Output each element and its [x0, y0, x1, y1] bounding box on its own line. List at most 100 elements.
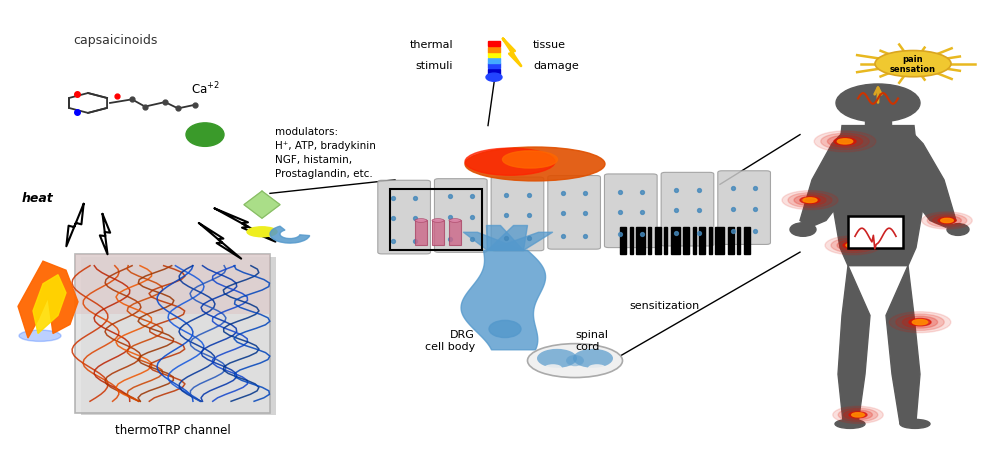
- Ellipse shape: [837, 240, 869, 251]
- Bar: [415, 221, 427, 246]
- Text: capsaicinoids: capsaicinoids: [73, 34, 157, 47]
- Ellipse shape: [247, 227, 277, 237]
- Ellipse shape: [503, 152, 558, 169]
- Bar: [390, 189, 482, 250]
- Ellipse shape: [782, 191, 838, 210]
- FancyBboxPatch shape: [661, 173, 714, 246]
- Polygon shape: [800, 131, 845, 228]
- Ellipse shape: [927, 214, 967, 228]
- Ellipse shape: [486, 74, 502, 82]
- FancyBboxPatch shape: [548, 176, 600, 249]
- Text: pain
sensation: pain sensation: [890, 55, 936, 74]
- Ellipse shape: [875, 51, 951, 78]
- Ellipse shape: [846, 244, 860, 248]
- Polygon shape: [833, 126, 923, 266]
- Circle shape: [836, 85, 920, 123]
- Ellipse shape: [896, 314, 944, 331]
- Ellipse shape: [449, 219, 461, 223]
- Ellipse shape: [834, 138, 856, 146]
- Bar: [488, 42, 500, 47]
- Ellipse shape: [566, 355, 584, 366]
- Bar: [449, 221, 461, 246]
- Ellipse shape: [825, 236, 881, 255]
- Ellipse shape: [843, 243, 863, 249]
- FancyBboxPatch shape: [434, 179, 487, 253]
- Ellipse shape: [432, 219, 444, 223]
- Bar: [488, 48, 500, 53]
- Ellipse shape: [900, 419, 930, 428]
- Ellipse shape: [415, 219, 427, 223]
- Bar: [630, 228, 633, 255]
- Text: DRG
cell body: DRG cell body: [425, 329, 475, 352]
- Ellipse shape: [800, 197, 820, 204]
- Bar: [488, 69, 500, 74]
- Ellipse shape: [788, 193, 832, 208]
- Ellipse shape: [831, 238, 875, 253]
- Text: thermal: thermal: [409, 40, 453, 50]
- Ellipse shape: [909, 319, 931, 326]
- Polygon shape: [18, 262, 78, 338]
- FancyBboxPatch shape: [81, 258, 276, 415]
- Ellipse shape: [794, 195, 826, 206]
- Text: modulators:
H⁺, ATP, bradykinin
NGF, histamin,
Prostaglandin, etc.: modulators: H⁺, ATP, bradykinin NGF, his…: [275, 126, 376, 178]
- Bar: [709, 228, 712, 255]
- Polygon shape: [838, 266, 870, 424]
- Bar: [693, 228, 696, 255]
- Ellipse shape: [889, 312, 951, 333]
- Bar: [488, 64, 500, 69]
- Ellipse shape: [528, 344, 622, 378]
- Bar: [488, 59, 500, 64]
- Bar: [671, 228, 680, 255]
- Ellipse shape: [938, 218, 956, 224]
- Ellipse shape: [827, 136, 863, 148]
- Ellipse shape: [922, 212, 972, 230]
- Bar: [620, 228, 626, 255]
- FancyBboxPatch shape: [75, 255, 270, 413]
- Ellipse shape: [837, 139, 853, 145]
- FancyBboxPatch shape: [378, 181, 430, 254]
- Text: heat: heat: [22, 192, 54, 205]
- Bar: [636, 228, 645, 255]
- Ellipse shape: [814, 132, 876, 152]
- Ellipse shape: [941, 219, 953, 223]
- Ellipse shape: [947, 224, 969, 236]
- Bar: [683, 228, 689, 255]
- Ellipse shape: [849, 412, 867, 418]
- Bar: [848, 216, 903, 248]
- Ellipse shape: [933, 216, 961, 226]
- Ellipse shape: [790, 223, 816, 237]
- Bar: [488, 53, 500, 58]
- Bar: [737, 228, 740, 255]
- Bar: [699, 228, 705, 255]
- Ellipse shape: [844, 410, 872, 420]
- Ellipse shape: [902, 317, 938, 328]
- FancyBboxPatch shape: [491, 178, 544, 251]
- FancyBboxPatch shape: [718, 171, 770, 245]
- Ellipse shape: [465, 149, 555, 176]
- Ellipse shape: [821, 134, 869, 150]
- Ellipse shape: [852, 413, 864, 417]
- Ellipse shape: [588, 364, 606, 372]
- Text: sensitization: sensitization: [630, 300, 700, 310]
- Text: damage: damage: [533, 60, 579, 70]
- Ellipse shape: [803, 198, 817, 203]
- Ellipse shape: [838, 408, 878, 422]
- Text: stimuli: stimuli: [416, 60, 453, 70]
- Text: tissue: tissue: [533, 40, 566, 50]
- Bar: [728, 228, 734, 255]
- Ellipse shape: [833, 406, 883, 423]
- Polygon shape: [910, 131, 956, 228]
- Bar: [75, 255, 270, 315]
- Bar: [664, 228, 667, 255]
- Ellipse shape: [19, 330, 61, 342]
- FancyBboxPatch shape: [604, 175, 657, 248]
- Ellipse shape: [537, 349, 577, 368]
- Polygon shape: [244, 192, 280, 219]
- Text: spinal
cord: spinal cord: [575, 329, 608, 352]
- Bar: [432, 221, 444, 246]
- Bar: [865, 121, 891, 147]
- Ellipse shape: [544, 364, 562, 372]
- Text: Ca$^{+2}$: Ca$^{+2}$: [191, 80, 219, 97]
- Ellipse shape: [186, 124, 224, 147]
- Polygon shape: [886, 266, 920, 424]
